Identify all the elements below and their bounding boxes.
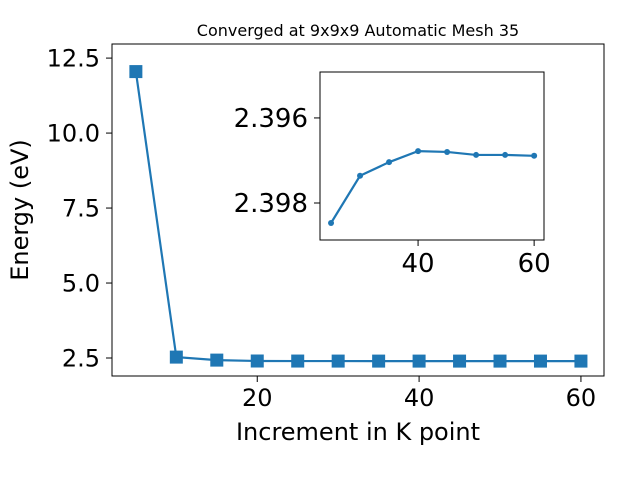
marker [250, 354, 264, 368]
marker [129, 65, 143, 79]
marker [574, 354, 588, 368]
marker [412, 354, 426, 368]
marker [415, 148, 422, 155]
marker [210, 353, 224, 367]
y-axis-label: Energy (eV) [6, 139, 34, 281]
marker [386, 159, 393, 166]
marker [372, 354, 386, 368]
marker [453, 354, 467, 368]
y-tick-label: 2.398 [234, 189, 308, 219]
marker [531, 152, 538, 159]
x-tick-label: 20 [242, 384, 273, 412]
series-line [134, 71, 581, 363]
y-tick-label: 12.5 [47, 44, 100, 72]
x-axis-label: Increment in K point [236, 418, 480, 446]
marker [493, 354, 507, 368]
x-tick-label: 40 [404, 384, 435, 412]
y-tick-label: 2.396 [234, 104, 308, 134]
marker [169, 350, 183, 364]
marker [533, 354, 547, 368]
series-line [330, 150, 535, 224]
marker [357, 172, 364, 179]
marker [473, 151, 480, 158]
x-tick-label: 40 [402, 249, 435, 279]
marker [291, 354, 305, 368]
x-tick-label: 60 [518, 249, 551, 279]
x-tick-label: 60 [566, 384, 597, 412]
marker [328, 219, 335, 226]
chart-title: Converged at 9x9x9 Automatic Mesh 35 [197, 21, 519, 40]
y-tick-label: 2.5 [62, 344, 100, 372]
marker [331, 354, 345, 368]
y-tick-label: 7.5 [62, 194, 100, 222]
marker [502, 151, 509, 158]
y-tick-label: 10.0 [47, 119, 100, 147]
y-tick-label: 5.0 [62, 269, 100, 297]
marker [444, 148, 451, 155]
